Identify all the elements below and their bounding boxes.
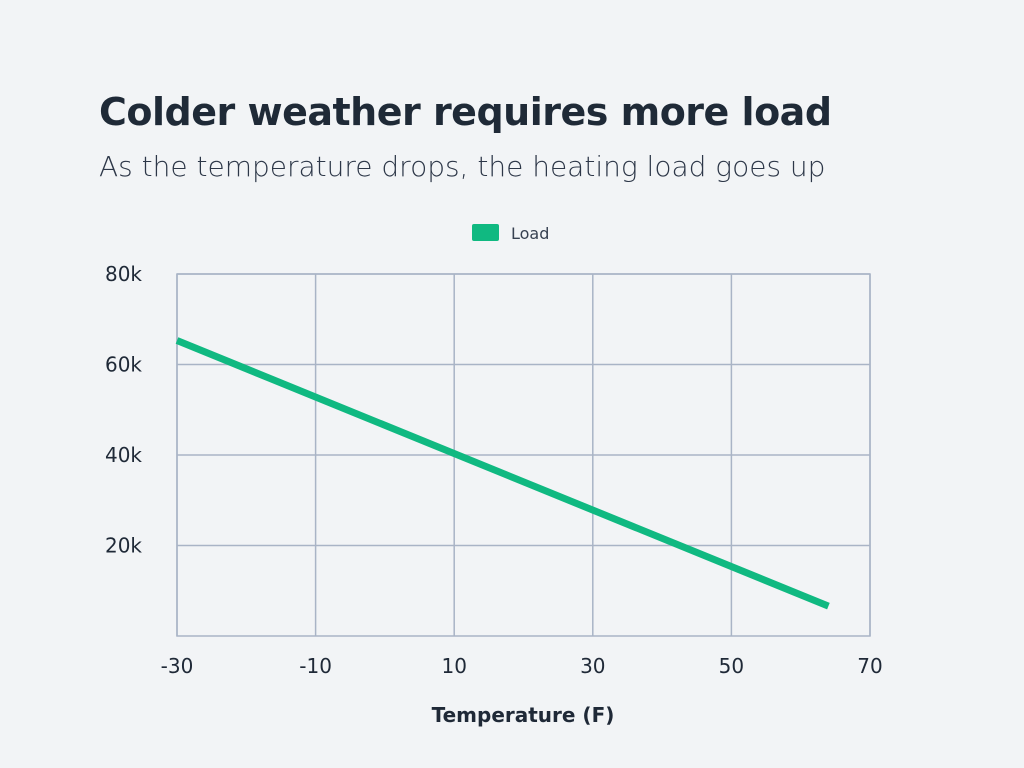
x-tick-label: -10 — [299, 654, 332, 678]
x-tick-label: -30 — [161, 654, 194, 678]
y-tick-label: 80k — [105, 262, 142, 286]
x-tick-label: 50 — [719, 654, 744, 678]
legend-label-load: Load — [511, 224, 549, 243]
y-tick-label: 60k — [105, 353, 142, 377]
x-tick-label: 10 — [441, 654, 466, 678]
x-axis-label: Temperature (F) — [432, 703, 615, 727]
chart-title: Colder weather requires more load — [99, 90, 832, 134]
legend-swatch-load — [472, 224, 499, 241]
x-tick-label: 70 — [857, 654, 882, 678]
x-tick-label: 30 — [580, 654, 605, 678]
y-tick-label: 40k — [105, 443, 142, 467]
series-line-load — [175, 337, 830, 610]
legend: Load — [472, 224, 549, 243]
y-tick-label: 20k — [105, 534, 142, 558]
chart-subtitle: As the temperature drops, the heating lo… — [99, 150, 826, 183]
